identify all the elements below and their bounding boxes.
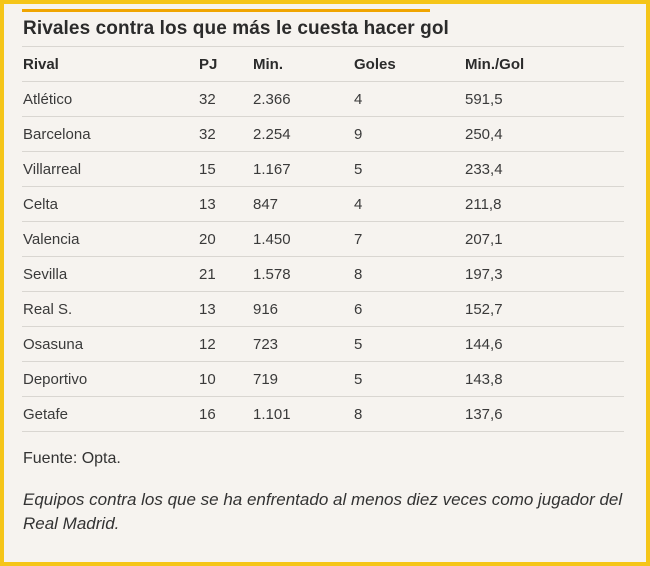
cell-rival: Barcelona xyxy=(22,116,198,152)
cell-pj: 10 xyxy=(198,361,252,397)
cell-min-per-gol: 144,6 xyxy=(464,326,624,362)
header-pj: PJ xyxy=(198,47,252,82)
cell-goles: 8 xyxy=(353,256,464,292)
cell-goles: 4 xyxy=(353,81,464,117)
cell-min: 1.101 xyxy=(252,396,353,432)
cell-pj: 16 xyxy=(198,396,252,432)
cell-goles: 5 xyxy=(353,361,464,397)
table-card: Rivales contra los que más le cuesta hac… xyxy=(4,4,646,562)
header-goles: Goles xyxy=(353,47,464,82)
table-row: Villarreal 15 1.167 5 233,4 xyxy=(22,151,624,187)
header-min-per-gol: Min./Gol xyxy=(464,47,624,82)
table-row: Deportivo 10 719 5 143,8 xyxy=(22,361,624,397)
cell-rival: Getafe xyxy=(22,396,198,432)
cell-goles: 6 xyxy=(353,291,464,327)
header-min: Min. xyxy=(252,47,353,82)
table-row: Barcelona 32 2.254 9 250,4 xyxy=(22,116,624,152)
table-header-row: Rival PJ Min. Goles Min./Gol xyxy=(22,47,624,82)
cell-goles: 9 xyxy=(353,116,464,152)
cell-min: 1.578 xyxy=(252,256,353,292)
cell-rival: Sevilla xyxy=(22,256,198,292)
cell-goles: 5 xyxy=(353,151,464,187)
table-row: Getafe 16 1.101 8 137,6 xyxy=(22,396,624,432)
cell-min-per-gol: 197,3 xyxy=(464,256,624,292)
cell-min-per-gol: 152,7 xyxy=(464,291,624,327)
cell-min: 916 xyxy=(252,291,353,327)
source-text: Fuente: Opta. xyxy=(23,450,121,467)
cell-min-per-gol: 211,8 xyxy=(464,186,624,222)
cell-pj: 15 xyxy=(198,151,252,187)
cell-min: 1.450 xyxy=(252,221,353,257)
cell-rival: Real S. xyxy=(22,291,198,327)
cell-min-per-gol: 233,4 xyxy=(464,151,624,187)
cell-pj: 20 xyxy=(198,221,252,257)
cell-min: 847 xyxy=(252,186,353,222)
cell-min-per-gol: 143,8 xyxy=(464,361,624,397)
cell-pj: 32 xyxy=(198,116,252,152)
cell-goles: 5 xyxy=(353,326,464,362)
cell-rival: Osasuna xyxy=(22,326,198,362)
cell-min-per-gol: 137,6 xyxy=(464,396,624,432)
cell-goles: 8 xyxy=(353,396,464,432)
table-row: Valencia 20 1.450 7 207,1 xyxy=(22,221,624,257)
cell-rival: Valencia xyxy=(22,221,198,257)
cell-rival: Atlético xyxy=(22,81,198,117)
cell-min-per-gol: 250,4 xyxy=(464,116,624,152)
cell-min: 1.167 xyxy=(252,151,353,187)
cell-min-per-gol: 591,5 xyxy=(464,81,624,117)
cell-pj: 32 xyxy=(198,81,252,117)
table-row: Atlético 32 2.366 4 591,5 xyxy=(22,81,624,117)
cell-goles: 4 xyxy=(353,186,464,222)
rivals-table: Rival PJ Min. Goles Min./Gol Atlético 32 2… xyxy=(22,47,624,432)
table-row: Osasuna 12 723 5 144,6 xyxy=(22,326,624,362)
cell-min: 2.366 xyxy=(252,81,353,117)
cell-rival: Celta xyxy=(22,186,198,222)
cell-rival: Deportivo xyxy=(22,361,198,397)
header-rival: Rival xyxy=(22,47,198,82)
cell-min-per-gol: 207,1 xyxy=(464,221,624,257)
table-row: Real S. 13 916 6 152,7 xyxy=(22,291,624,327)
accent-bar xyxy=(22,9,430,12)
cell-pj: 13 xyxy=(198,186,252,222)
table-row: Celta 13 847 4 211,8 xyxy=(22,186,624,222)
table-row: Sevilla 21 1.578 8 197,3 xyxy=(22,256,624,292)
title-divider xyxy=(22,46,624,47)
cell-pj: 12 xyxy=(198,326,252,362)
cell-min: 719 xyxy=(252,361,353,397)
cell-min: 723 xyxy=(252,326,353,362)
cell-pj: 13 xyxy=(198,291,252,327)
footnote: Equipos contra los que se ha enfrentado … xyxy=(23,490,623,533)
table-title: Rivales contra los que más le cuesta hac… xyxy=(23,18,449,39)
cell-pj: 21 xyxy=(198,256,252,292)
cell-rival: Villarreal xyxy=(22,151,198,187)
cell-min: 2.254 xyxy=(252,116,353,152)
cell-goles: 7 xyxy=(353,221,464,257)
